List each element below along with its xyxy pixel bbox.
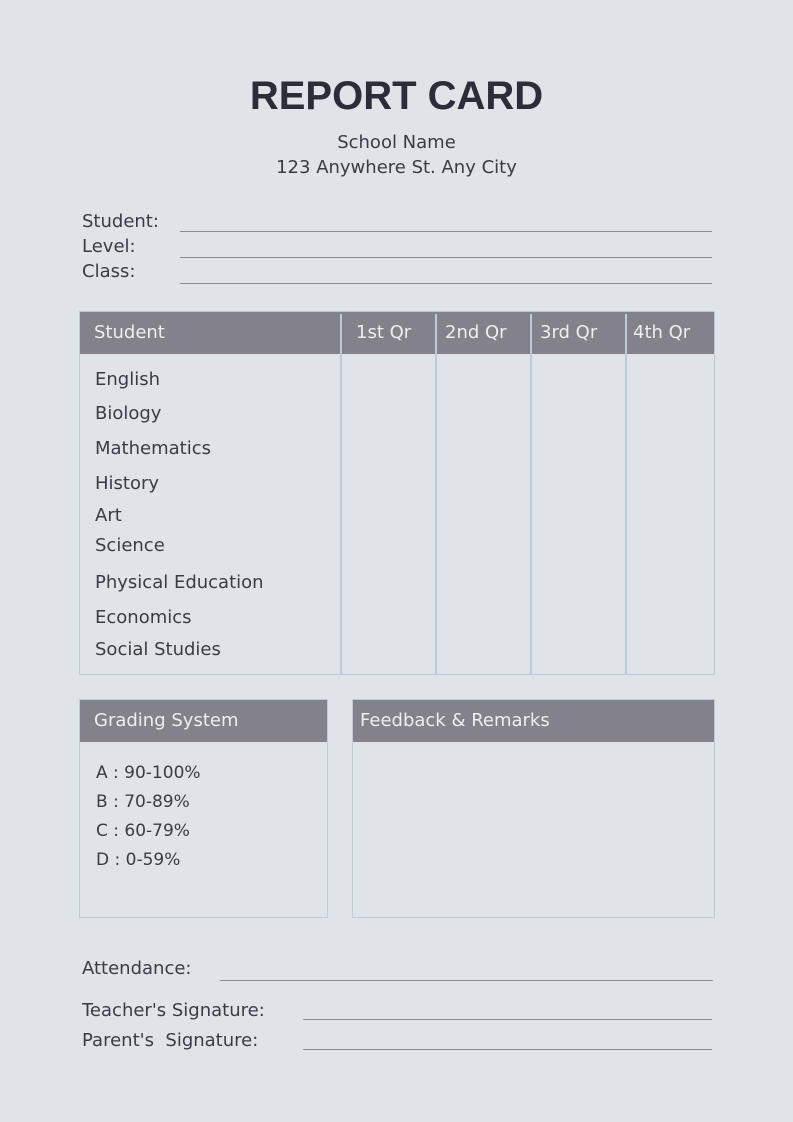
column-header-q1: 1st Qr: [356, 322, 412, 343]
column-header-q2: 2nd Qr: [445, 322, 507, 343]
subject-row: Physical Education: [95, 572, 264, 593]
level-label: Level:: [82, 236, 136, 257]
column-divider: [625, 314, 627, 674]
feedback-header: Feedback & Remarks: [353, 700, 714, 742]
parent-signature-field[interactable]: [303, 1049, 712, 1050]
attendance-field[interactable]: [220, 980, 713, 981]
subject-row: Art: [95, 505, 122, 526]
column-divider: [530, 314, 532, 674]
grade-item: C : 60-79%: [96, 821, 190, 841]
column-header-q3: 3rd Qr: [540, 322, 598, 343]
parent-signature-label: Parent's Signature:: [82, 1030, 259, 1051]
class-label: Class:: [82, 261, 136, 282]
grade-item: B : 70-89%: [96, 792, 190, 812]
subject-row: Biology: [95, 403, 162, 424]
column-divider: [340, 314, 342, 674]
subject-row: Economics: [95, 607, 192, 628]
grades-table-header: [80, 312, 714, 354]
subject-row: History: [95, 473, 160, 494]
grade-item: A : 90-100%: [96, 763, 201, 783]
column-header-q4: 4th Qr: [633, 322, 691, 343]
subject-row: Science: [95, 535, 165, 556]
attendance-label: Attendance:: [82, 958, 192, 979]
page-title: REPORT CARD: [249, 74, 544, 118]
school-name: School Name: [337, 132, 456, 153]
grades-table: [79, 311, 715, 675]
subject-row: Social Studies: [95, 639, 221, 660]
column-divider: [435, 314, 437, 674]
teacher-signature-field[interactable]: [303, 1019, 712, 1020]
grading-system-title: Grading System: [94, 710, 239, 731]
column-header-student: Student: [94, 322, 165, 343]
school-address: 123 Anywhere St. Any City: [276, 157, 517, 178]
subject-row: English: [95, 369, 160, 390]
teacher-signature-label: Teacher's Signature:: [82, 1000, 265, 1021]
grade-item: D : 0-59%: [96, 850, 181, 870]
student-label: Student:: [82, 211, 159, 232]
subject-row: Mathematics: [95, 438, 211, 459]
grading-system-box: [79, 699, 328, 918]
student-field[interactable]: [180, 231, 712, 232]
level-field[interactable]: [180, 257, 712, 258]
feedback-title: Feedback & Remarks: [360, 710, 550, 731]
class-field[interactable]: [180, 283, 712, 284]
grading-system-header: Grading System: [80, 700, 327, 742]
feedback-box[interactable]: [352, 699, 715, 918]
